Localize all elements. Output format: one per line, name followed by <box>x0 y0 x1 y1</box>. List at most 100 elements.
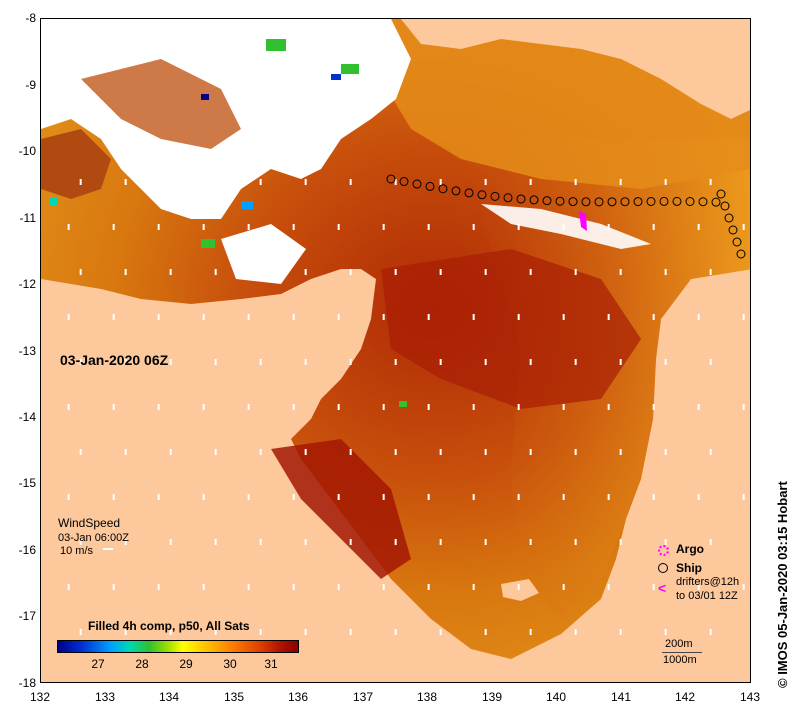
drifter-marker <box>484 269 487 275</box>
drifter-marker <box>202 494 205 500</box>
drifter-marker <box>214 449 217 455</box>
ship-track-point <box>425 181 435 191</box>
cloud-patch <box>81 59 241 149</box>
drifter-marker <box>697 584 700 590</box>
drifter-marker <box>112 404 115 410</box>
cold-speckle <box>241 201 253 209</box>
lon-tick: 132 <box>29 690 51 704</box>
drifter-marker <box>394 179 397 185</box>
drifter-marker <box>517 584 520 590</box>
cloud-patch <box>221 224 306 284</box>
drifter-marker <box>439 449 442 455</box>
drifter-marker <box>304 269 307 275</box>
drifter-marker <box>169 539 172 545</box>
drifter-marker <box>382 584 385 590</box>
drifter-marker <box>124 359 127 365</box>
drifter-marker <box>427 224 430 230</box>
drifter-marker <box>709 629 712 635</box>
cold-speckle <box>266 39 286 51</box>
drifter-marker <box>349 539 352 545</box>
lat-tick: -8 <box>25 11 36 25</box>
drifter-marker <box>157 224 160 230</box>
drifter-marker <box>169 179 172 185</box>
drifter-marker <box>67 314 70 320</box>
drifter-marker <box>742 314 745 320</box>
ship-track-point <box>477 190 487 200</box>
map-frame <box>40 18 751 683</box>
drifter-marker <box>349 449 352 455</box>
lon-tick: 133 <box>94 690 116 704</box>
land-island <box>501 579 539 601</box>
lon-tick: 143 <box>739 690 761 704</box>
drifter-marker <box>247 404 250 410</box>
drifter-marker <box>427 584 430 590</box>
drifter-marker <box>247 224 250 230</box>
ship-track-point <box>594 197 604 207</box>
drifter-marker <box>742 584 745 590</box>
lat-tick: -17 <box>18 609 36 623</box>
drifter-marker <box>349 179 352 185</box>
ship-track-point <box>724 213 734 223</box>
drifter-marker <box>697 314 700 320</box>
ship-track-point <box>555 196 565 206</box>
drifter-marker <box>607 494 610 500</box>
drifter-marker <box>214 269 217 275</box>
drifter-marker <box>562 494 565 500</box>
ship-track-point <box>568 197 578 207</box>
drifter-marker <box>394 449 397 455</box>
drifter-marker <box>484 359 487 365</box>
drifter-marker <box>529 449 532 455</box>
wind-arrow-icon <box>103 548 113 550</box>
colorbar-label: 29 <box>179 657 193 671</box>
colorbar-label: 28 <box>135 657 149 671</box>
drifter-marker <box>79 449 82 455</box>
lon-tick: 134 <box>158 690 180 704</box>
colorbar-title: Filled 4h comp, p50, All Sats <box>88 619 250 633</box>
ship-track-point <box>490 191 500 201</box>
drifter-marker <box>607 584 610 590</box>
drifter-marker <box>382 404 385 410</box>
lat-tick: -16 <box>18 543 36 557</box>
lon-tick: 139 <box>481 690 503 704</box>
lat-tick: -11 <box>19 211 36 225</box>
drifter-marker <box>664 539 667 545</box>
drifter-marker <box>619 539 622 545</box>
drifter-marker <box>652 224 655 230</box>
drifter-marker <box>349 359 352 365</box>
drifter-markers <box>67 179 745 635</box>
depth-200m-line <box>662 652 702 653</box>
drifter-marker <box>517 494 520 500</box>
ship-track-point <box>607 197 617 207</box>
ship-track-point <box>732 237 742 247</box>
drifter-marker <box>427 494 430 500</box>
wind-time: 03-Jan 06:00Z <box>58 532 129 544</box>
lat-tick: -10 <box>18 144 36 158</box>
drifter-marker <box>562 404 565 410</box>
ship-track-point <box>685 196 695 206</box>
drifter-marker <box>169 449 172 455</box>
drifter-marker <box>697 224 700 230</box>
ship-track-point <box>542 196 552 206</box>
legend-ship: Ship <box>676 561 702 575</box>
drifter-marker <box>259 179 262 185</box>
ship-track-point <box>464 188 474 198</box>
drifter-marker <box>79 539 82 545</box>
drifter-marker <box>349 629 352 635</box>
drifter-marker <box>292 314 295 320</box>
ship-track-point <box>720 201 730 211</box>
ship-track-point <box>438 184 448 194</box>
drifter-marker <box>562 584 565 590</box>
drifter-marker <box>574 359 577 365</box>
drifter-marker <box>67 224 70 230</box>
ship-track-point <box>646 196 656 206</box>
drifter-marker <box>304 359 307 365</box>
drifter-marker <box>259 539 262 545</box>
credit-text: © IMOS 05-Jan-2020 03:15 Hobart <box>775 481 790 688</box>
sea-gulf-core <box>381 249 641 409</box>
drifter-marker <box>664 269 667 275</box>
legend-drifters-time: to 03/01 12Z <box>676 590 738 602</box>
colorbar <box>57 640 299 653</box>
ship-track-point <box>412 179 422 189</box>
ship-track-point <box>529 195 539 205</box>
drifter-marker <box>67 584 70 590</box>
